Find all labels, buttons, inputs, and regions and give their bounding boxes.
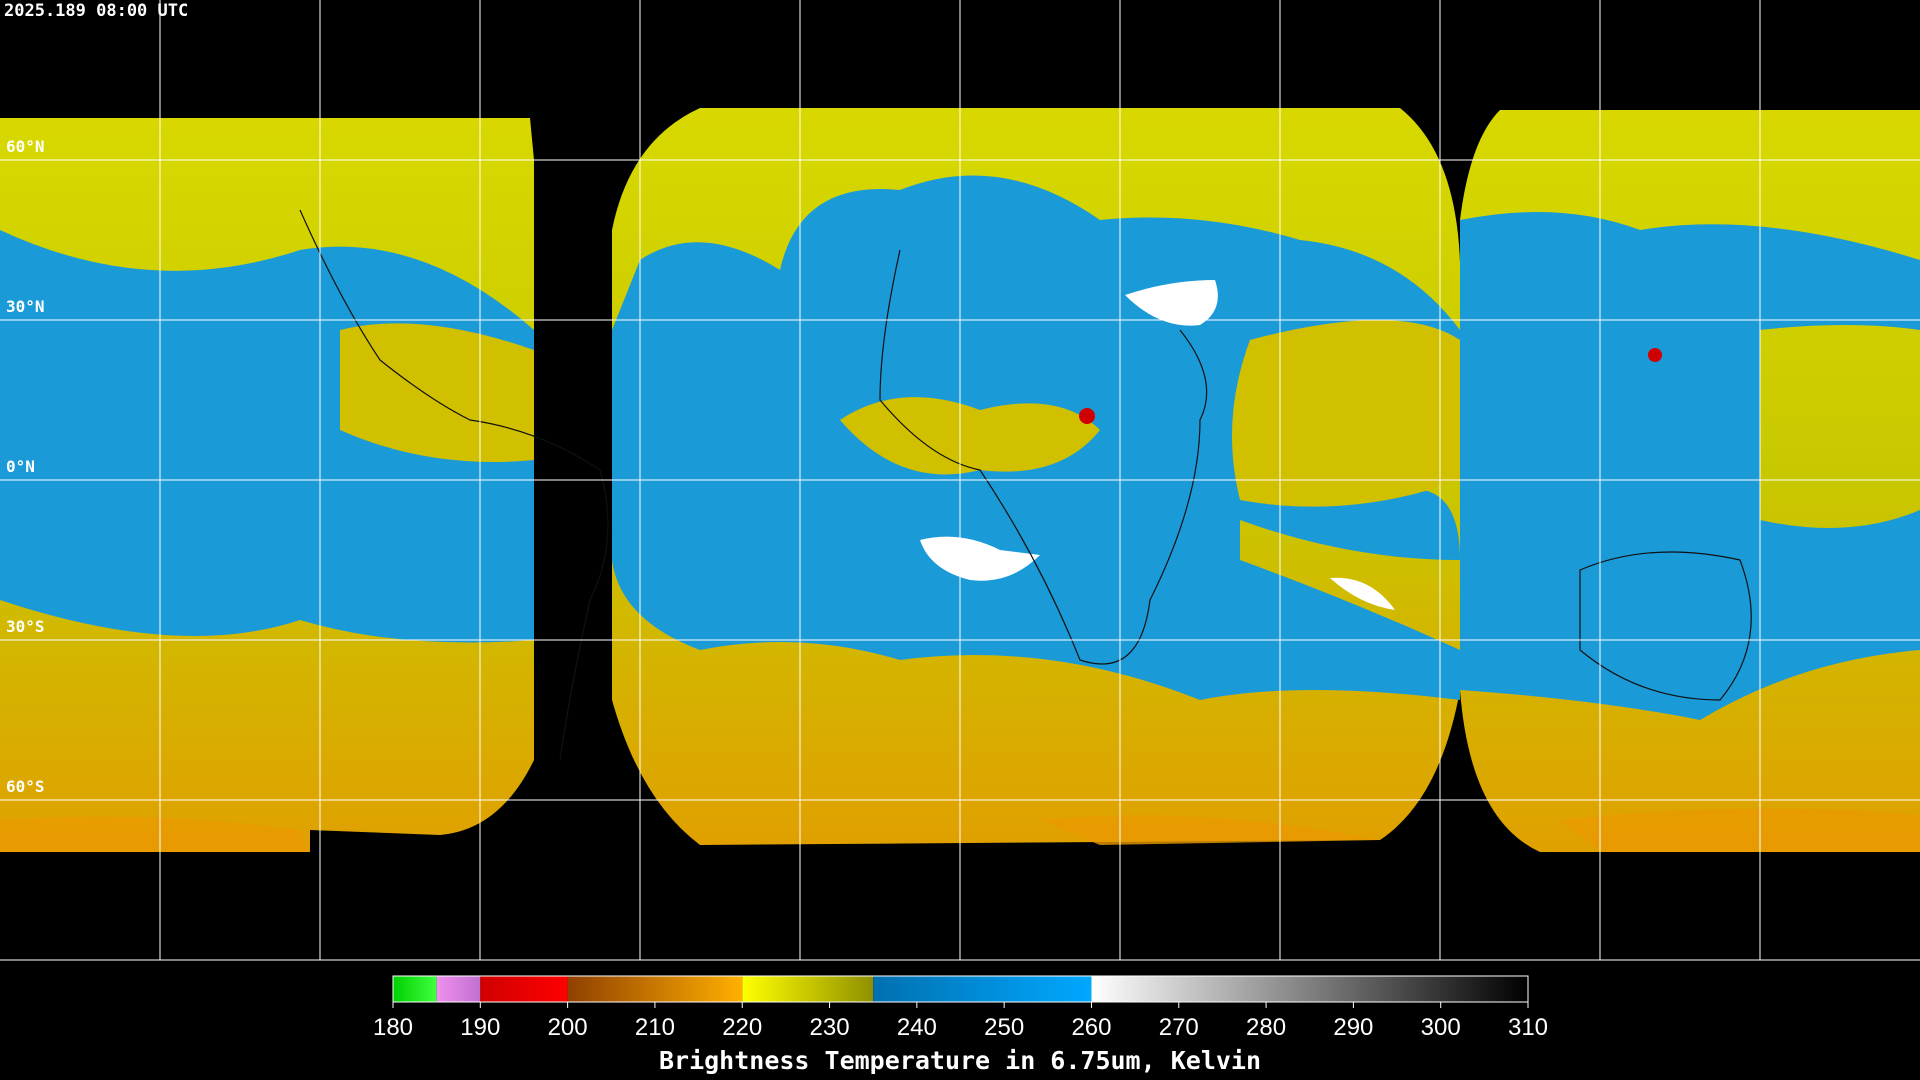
colorbar-segment — [393, 976, 437, 1002]
cloud-patch — [340, 323, 534, 462]
dry-patch — [920, 536, 1040, 581]
latitude-label: 30°N — [6, 297, 45, 316]
polar-edge — [0, 808, 1920, 852]
coastline — [299, 209, 609, 761]
colorbar-tick-label: 180 — [373, 1014, 413, 1041]
colorbar-segment — [1091, 976, 1528, 1002]
timestamp: 2025.189 08:00 UTC — [4, 1, 188, 21]
latitude-label: 0°N — [6, 457, 35, 476]
deep-convection — [1079, 408, 1095, 424]
colorbar-tick-label: 310 — [1508, 1014, 1548, 1041]
colorbar-tick-label: 280 — [1246, 1014, 1286, 1041]
graticule — [0, 0, 1920, 961]
colorbar-tick-label: 190 — [460, 1014, 500, 1041]
latitude-label: 60°S — [6, 777, 45, 796]
colorbar-tick-label: 220 — [722, 1014, 762, 1041]
colorbar: 180 190 200 210 220 230 240 250 260 270 280 290 300 3… — [373, 975, 1548, 1041]
deep-convection — [1648, 348, 1662, 362]
colorbar-tick-label: 290 — [1333, 1014, 1373, 1041]
colorbar-tick-label: 250 — [984, 1014, 1024, 1041]
colorbar-tick-label: 200 — [548, 1014, 588, 1041]
colorbar-frame — [392, 975, 1529, 1003]
colorbar-segment — [480, 976, 568, 1002]
moist-band — [1460, 212, 1920, 720]
latitude-label: 30°S — [6, 617, 45, 636]
colorbar-segment — [742, 976, 874, 1002]
latitude-label: 60°N — [6, 137, 45, 156]
colorbar-segment — [873, 976, 1092, 1002]
dry-patch — [1125, 280, 1218, 326]
cloud-patch — [840, 397, 1100, 475]
colorbar-segment — [567, 976, 743, 1002]
colorbar-segment — [436, 976, 481, 1002]
coastline — [879, 249, 1208, 665]
colorbar-tick-label: 230 — [810, 1014, 850, 1041]
imagery — [0, 108, 1920, 852]
colorbar-tick-label: 270 — [1159, 1014, 1199, 1041]
colorbar-tick-label: 260 — [1071, 1014, 1111, 1041]
cloud-patch — [1232, 320, 1460, 507]
colorbar-tick-label: 240 — [897, 1014, 937, 1041]
colorbar-title: Brightness Temperature in 6.75um, Kelvin — [659, 1046, 1261, 1075]
dry-patch — [1330, 577, 1395, 610]
latitude-labels: 60°N 30°N 0°N 30°S 60°S — [6, 137, 45, 796]
colorbar-tick-label: 210 — [635, 1014, 675, 1041]
colorbar-tick-label: 300 — [1421, 1014, 1461, 1041]
